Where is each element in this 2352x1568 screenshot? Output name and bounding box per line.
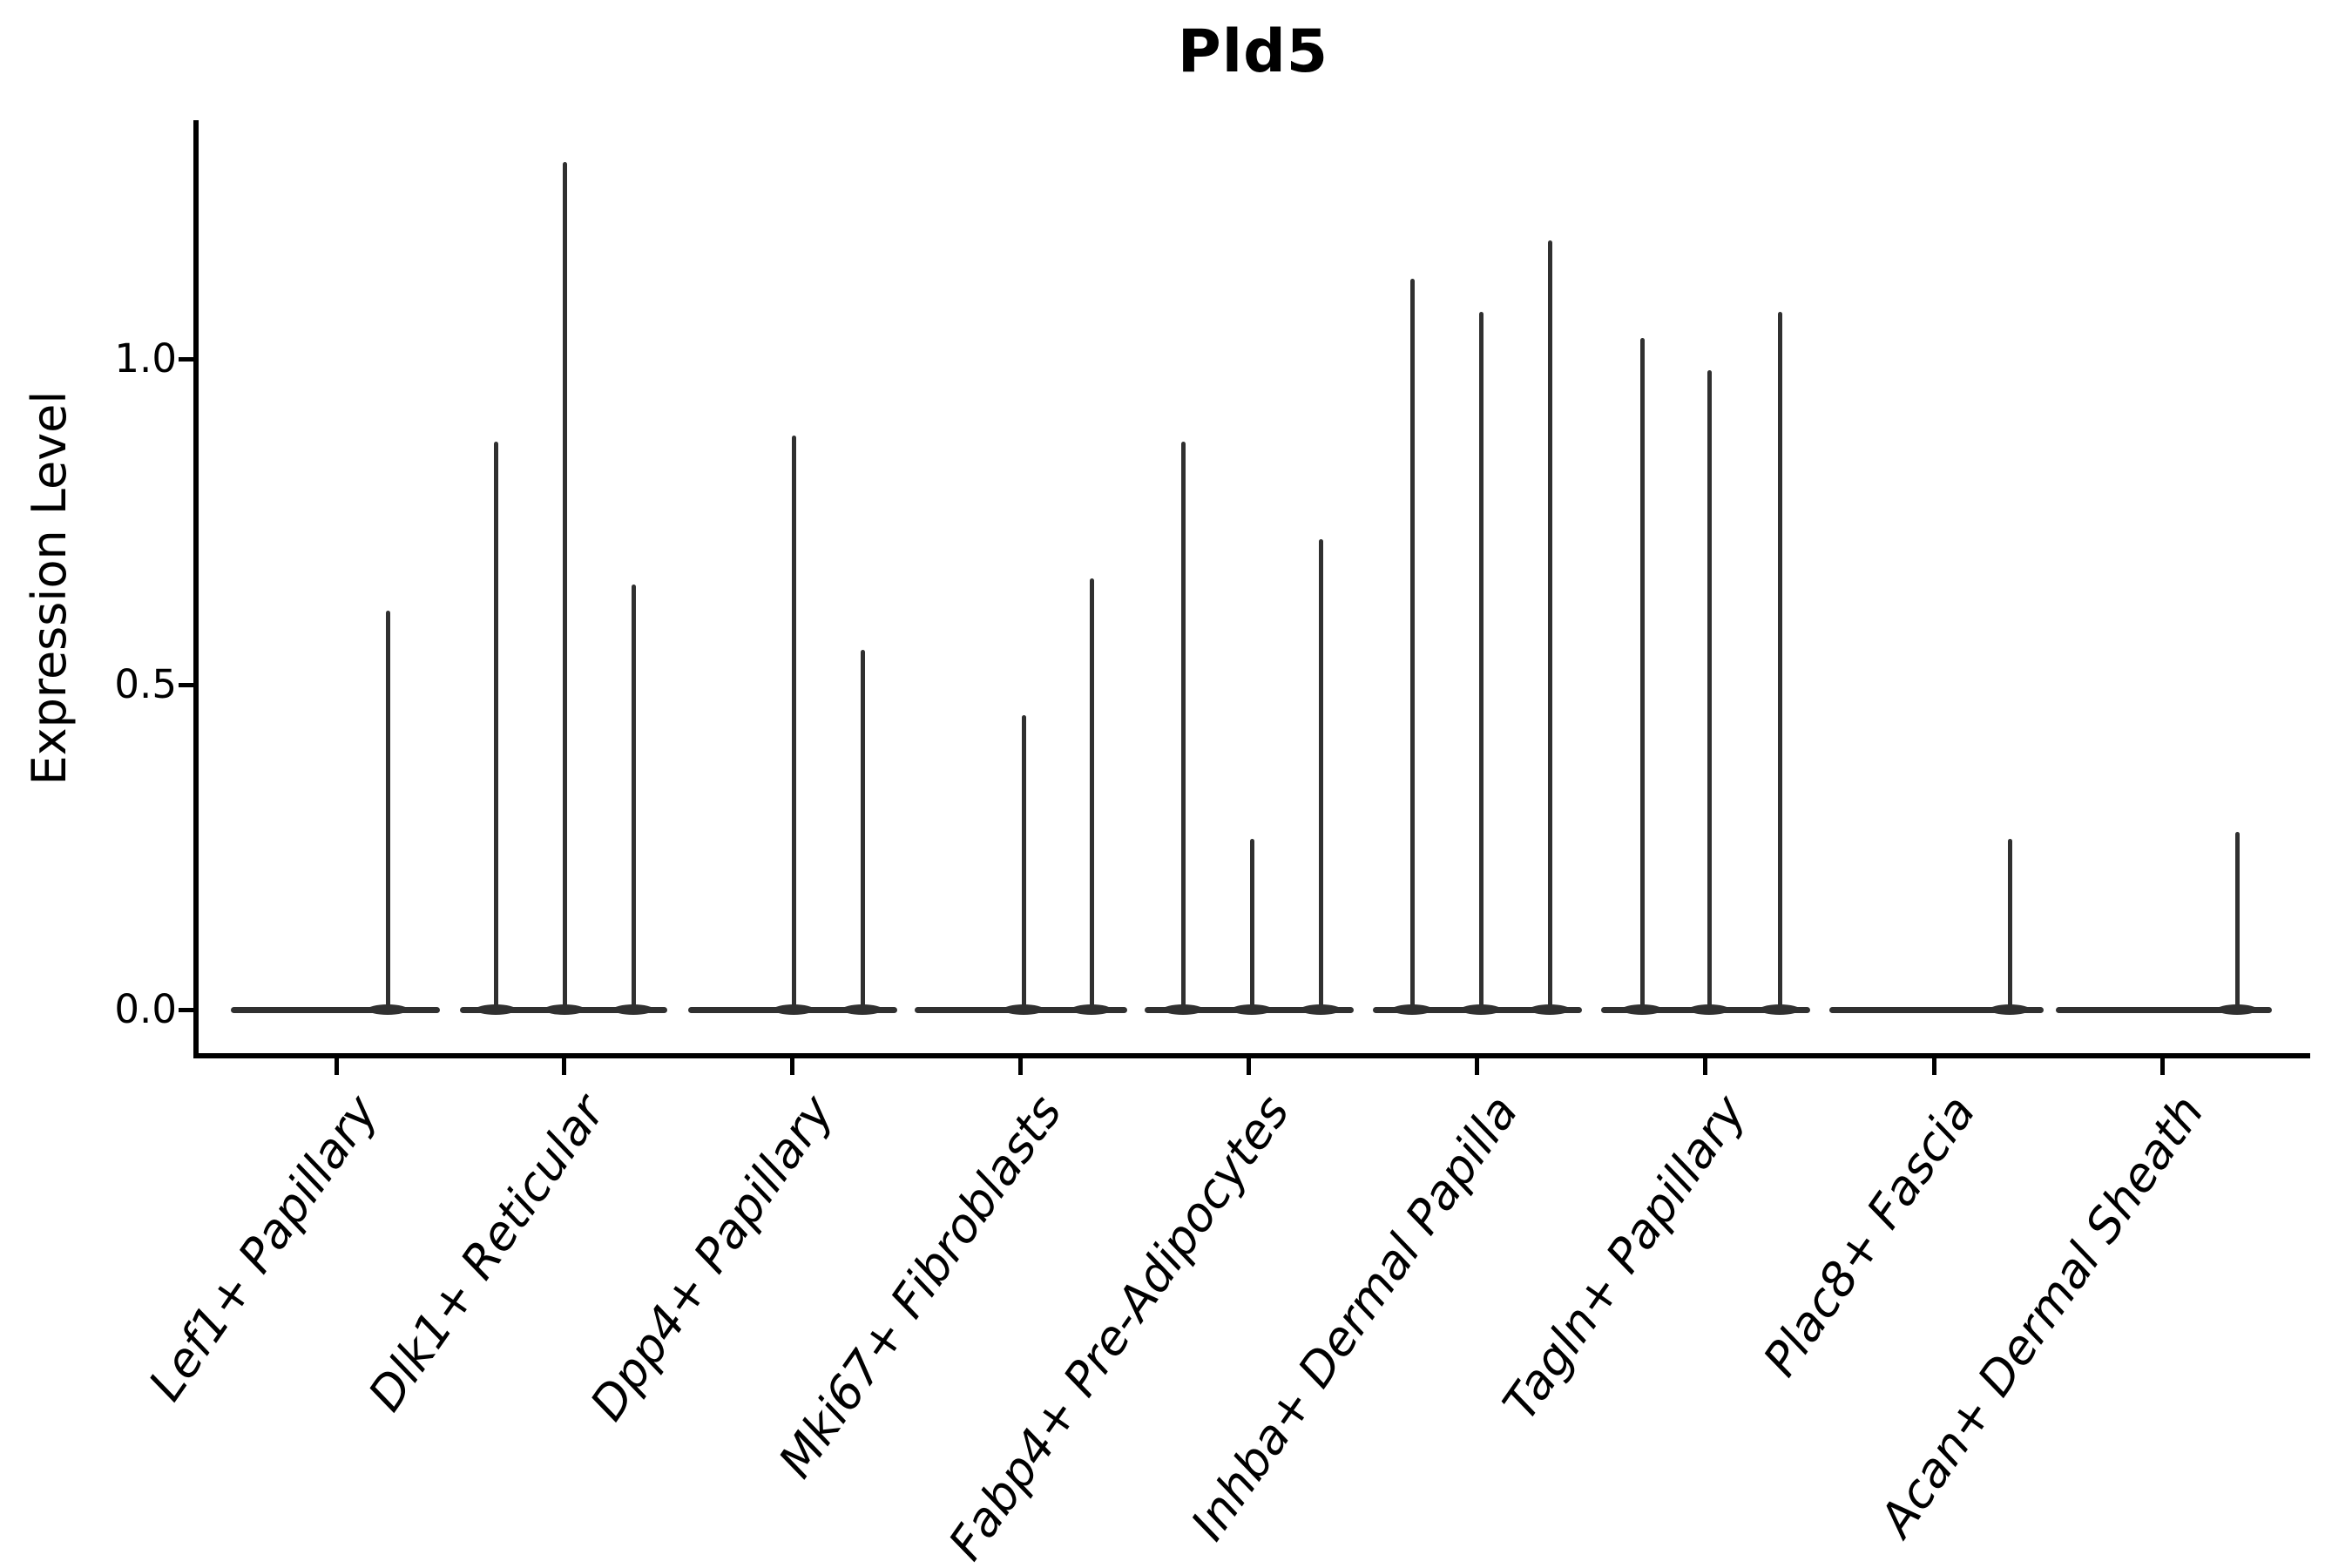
violin-spike [2235,832,2240,1013]
x-tick-mark [562,1057,566,1075]
violin-spike [1707,369,1712,1013]
violin-zero-band [231,1007,440,1013]
x-tick-mark [1018,1057,1023,1075]
x-axis-line [193,1053,2310,1058]
x-category-label: Lef1+ Papillary [138,1085,389,1411]
x-tick-mark [335,1057,339,1075]
x-tick-mark [1475,1057,1479,1075]
violin-spike [1778,311,1782,1013]
violin-zero-band [2056,1007,2272,1013]
violin-zero-band [1829,1007,2044,1013]
violin-spike [386,611,390,1013]
violin-spike [861,650,865,1013]
violin-spike [792,435,796,1013]
violin-spike [1250,838,1254,1013]
violin-spike [494,442,498,1013]
x-category-label: Tagln+ Papillary [1492,1085,1757,1430]
x-category-label: Dpp4+ Papillary [579,1085,844,1430]
y-tick-label: 0.5 [114,660,177,707]
x-tick-mark [1703,1057,1707,1075]
violin-spike [1090,578,1094,1013]
violin-spike [632,585,636,1013]
x-tick-mark [2160,1057,2165,1075]
x-tick-mark [1247,1057,1251,1075]
violin-spike [1640,337,1645,1013]
y-axis-line [193,120,199,1058]
y-tick-mark [179,1008,194,1012]
chart-title: Pld5 [1177,17,1329,86]
violin-spike [1548,240,1552,1013]
violin-spike [1410,279,1415,1013]
violin-spike [1181,442,1186,1013]
violin-spike [1479,311,1484,1013]
y-tick-label: 1.0 [114,335,177,382]
y-tick-mark [179,357,194,362]
violin-spike [2008,838,2012,1013]
y-tick-label: 0.0 [114,986,177,1032]
violin-spike [1022,714,1026,1013]
violin-spike [1319,539,1323,1013]
x-category-label: Plac8+ Fascia [1752,1085,1986,1387]
x-tick-mark [790,1057,794,1075]
violin-spike [563,161,567,1013]
y-tick-mark [179,682,194,687]
x-category-label: Dlk1+ Reticular [357,1085,616,1421]
x-tick-mark [1932,1057,1936,1075]
